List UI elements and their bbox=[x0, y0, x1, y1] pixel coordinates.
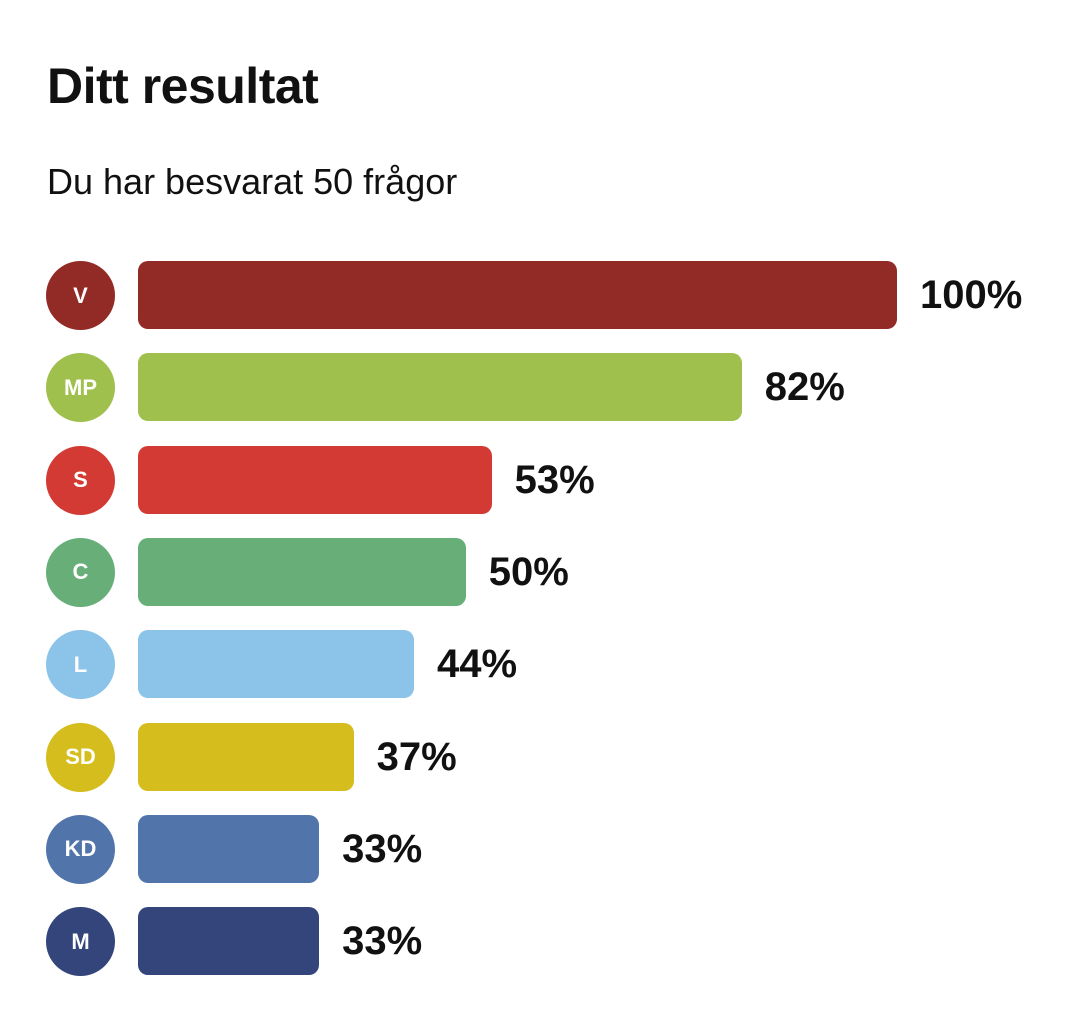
value-label-m: 33% bbox=[342, 919, 423, 964]
value-label-v: 100% bbox=[920, 273, 1023, 317]
bar-s bbox=[138, 445, 492, 514]
bar-row-s: S 53% bbox=[0, 445, 1080, 515]
bar-row-v: V 100% bbox=[0, 261, 1080, 330]
value-label-sd: 37% bbox=[376, 734, 457, 779]
value-label-kd: 33% bbox=[342, 826, 423, 871]
value-label-mp: 82% bbox=[764, 365, 845, 410]
bar-row-mp: MP 82% bbox=[0, 353, 1080, 423]
value-label-c: 50% bbox=[488, 549, 569, 594]
bar-kd bbox=[138, 814, 320, 883]
bar-mp bbox=[138, 353, 742, 422]
party-badge-l: L bbox=[46, 630, 115, 700]
bar-v bbox=[138, 261, 897, 329]
value-label-s: 53% bbox=[514, 457, 595, 502]
bar-row-kd: KD 33% bbox=[0, 814, 1080, 884]
bar-row-m: M 33% bbox=[0, 907, 1080, 977]
party-badge-c: C bbox=[46, 537, 115, 607]
page-title: Ditt resultat bbox=[47, 58, 319, 114]
bar-sd bbox=[138, 722, 354, 791]
bar-row-l: L 44% bbox=[0, 630, 1080, 700]
value-label-l: 44% bbox=[437, 642, 518, 687]
party-badge-kd: KD bbox=[46, 814, 115, 884]
party-badge-sd: SD bbox=[46, 722, 115, 792]
party-badge-m: M bbox=[46, 907, 115, 977]
bar-row-c: C 50% bbox=[0, 537, 1080, 607]
bar-m bbox=[138, 907, 320, 976]
bar-c bbox=[138, 537, 466, 606]
questions-answered-subtitle: Du har besvarat 50 frågor bbox=[47, 161, 458, 202]
bar-row-sd: SD 37% bbox=[0, 722, 1080, 792]
bar-l bbox=[138, 630, 414, 699]
party-badge-mp: MP bbox=[46, 353, 115, 423]
party-badge-s: S bbox=[46, 445, 115, 515]
party-badge-v: V bbox=[46, 261, 115, 330]
